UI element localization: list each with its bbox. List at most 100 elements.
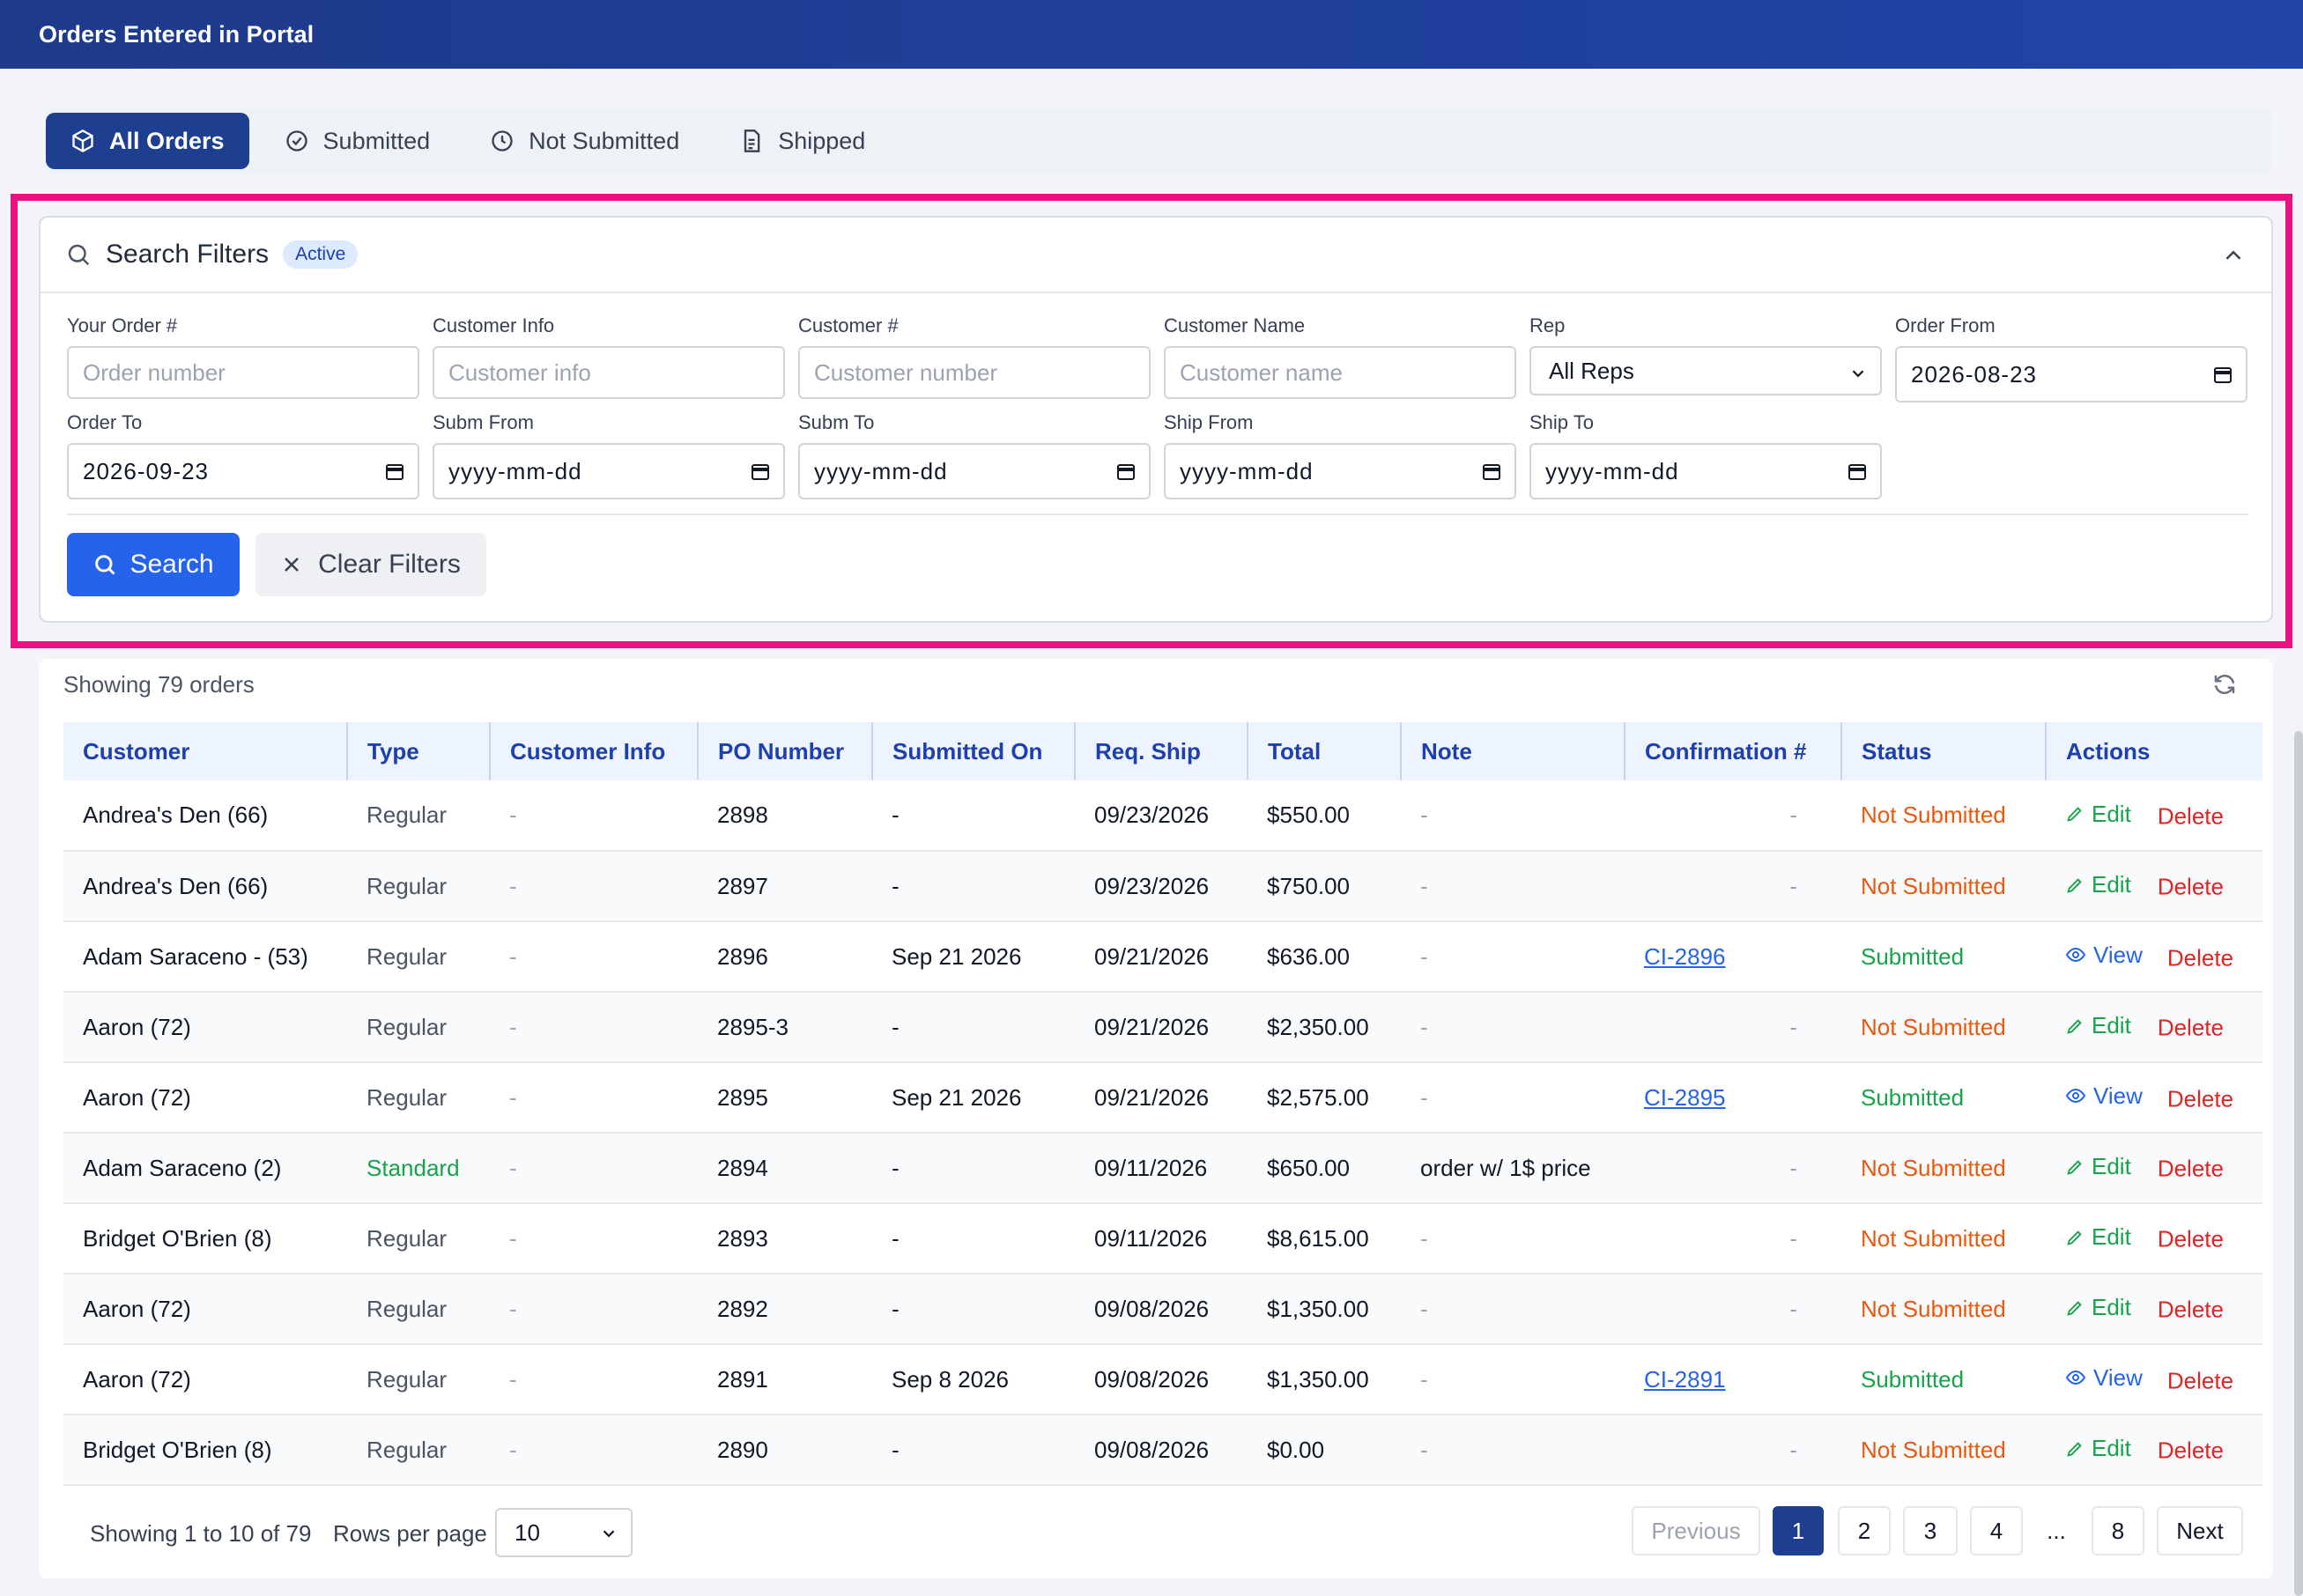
actions-cell: View Delete xyxy=(2046,921,2262,992)
status-cell: Not Submitted xyxy=(1861,872,2006,899)
delete-button[interactable]: Delete xyxy=(2157,1225,2224,1252)
req-ship-cell: 09/11/2026 xyxy=(1094,1154,1208,1181)
req-ship-cell: 09/08/2026 xyxy=(1094,1295,1210,1322)
col-total[interactable]: Total xyxy=(1248,722,1402,780)
customer-info-cell: - xyxy=(509,1013,517,1040)
next-page-button[interactable]: Next xyxy=(2157,1506,2243,1555)
col-customer-info[interactable]: Customer Info xyxy=(490,722,699,780)
submitted-on-cell: - xyxy=(892,802,900,828)
order-number-input[interactable]: Order number xyxy=(67,346,419,399)
page-button-1[interactable]: 1 xyxy=(1773,1506,1824,1555)
rep-select[interactable]: All Reps xyxy=(1529,346,1882,395)
page-button-3[interactable]: 3 xyxy=(1903,1506,1958,1555)
col-customer[interactable]: Customer xyxy=(63,722,348,780)
order-from-value: 2026-08-23 xyxy=(1911,361,2037,388)
clear-filters-button[interactable]: Clear Filters xyxy=(255,533,486,596)
delete-button[interactable]: Delete xyxy=(2157,1296,2224,1323)
page-button-8[interactable]: 8 xyxy=(2092,1506,2144,1555)
delete-button[interactable]: Delete xyxy=(2157,1014,2224,1041)
tab-all-orders[interactable]: All Orders xyxy=(46,113,249,169)
search-button[interactable]: Search xyxy=(67,533,240,596)
customer-number-input[interactable]: Customer number xyxy=(798,346,1151,399)
edit-button[interactable]: Edit xyxy=(2065,1294,2131,1321)
confirmation-link[interactable]: CI-2896 xyxy=(1644,942,1726,970)
page-button-4[interactable]: 4 xyxy=(1970,1506,2023,1555)
tab-not-submitted[interactable]: Not Submitted xyxy=(465,113,704,169)
tab-submitted[interactable]: Submitted xyxy=(260,113,455,169)
chevron-down-icon xyxy=(603,1530,615,1538)
delete-button[interactable]: Delete xyxy=(2157,873,2224,900)
document-icon xyxy=(744,129,760,152)
subm-from-date-input[interactable]: yyyy-mm-dd xyxy=(433,443,785,499)
search-icon xyxy=(95,555,115,575)
confirmation-cell: - xyxy=(1789,1154,1797,1181)
order-to-date-input[interactable]: 2026-09-23 xyxy=(67,443,419,499)
ship-from-date-input[interactable]: yyyy-mm-dd xyxy=(1164,443,1516,499)
req-ship-cell: 09/23/2026 xyxy=(1094,802,1210,828)
status-cell: Submitted xyxy=(1861,1365,1965,1393)
ship-to-date-input[interactable]: yyyy-mm-dd xyxy=(1529,443,1882,499)
edit-button[interactable]: Edit xyxy=(2065,1435,2131,1462)
pencil-icon xyxy=(2067,1442,2082,1457)
edit-button[interactable]: Edit xyxy=(2065,1153,2131,1180)
col-confirmation[interactable]: Confirmation # xyxy=(1625,722,1842,780)
customer-number-field: Customer # Customer number xyxy=(798,314,1151,399)
view-label: View xyxy=(2093,1363,2143,1391)
total-cell: $650.00 xyxy=(1267,1154,1350,1181)
delete-button[interactable]: Delete xyxy=(2157,1437,2224,1464)
col-submitted-on[interactable]: Submitted On xyxy=(872,722,1076,780)
customer-info-cell: - xyxy=(509,1083,517,1111)
col-type[interactable]: Type xyxy=(347,722,491,780)
customer-info-input[interactable]: Customer info xyxy=(433,346,785,399)
view-button[interactable]: View xyxy=(2065,1082,2143,1110)
tab-shipped[interactable]: Shipped xyxy=(715,113,890,169)
filters-title: Search Filters xyxy=(106,240,270,269)
edit-label: Edit xyxy=(2092,1153,2131,1180)
note-cell: - xyxy=(1420,1365,1428,1393)
rows-per-page-select[interactable]: 10 xyxy=(495,1508,633,1557)
view-button[interactable]: View xyxy=(2065,1364,2143,1392)
delete-button[interactable]: Delete xyxy=(2157,1155,2224,1182)
calendar-icon xyxy=(752,464,769,480)
status-cell: Not Submitted xyxy=(1861,1295,2006,1322)
field-label: Customer # xyxy=(798,314,899,336)
order-from-date-input[interactable]: 2026-08-23 xyxy=(1895,346,2247,403)
chevron-up-icon[interactable] xyxy=(2220,242,2247,269)
ship-from-field: Ship From yyyy-mm-dd xyxy=(1164,411,1516,499)
field-label: Customer Name xyxy=(1164,314,1306,336)
col-status[interactable]: Status xyxy=(1841,722,2047,780)
customer-cell: Adam Saraceno - (53) xyxy=(83,942,308,970)
filters-header[interactable]: Search Filters Active xyxy=(41,218,2271,293)
delete-button[interactable]: Delete xyxy=(2166,1367,2234,1394)
edit-button[interactable]: Edit xyxy=(2065,1012,2131,1039)
calendar-icon xyxy=(2214,367,2232,383)
refresh-icon[interactable] xyxy=(2211,671,2238,698)
subm-to-date-input[interactable]: yyyy-mm-dd xyxy=(798,443,1151,499)
col-req-ship[interactable]: Req. Ship xyxy=(1075,722,1248,780)
page-button-2[interactable]: 2 xyxy=(1838,1506,1891,1555)
scrollbar[interactable] xyxy=(2294,731,2303,1596)
customer-name-field: Customer Name Customer name xyxy=(1164,314,1516,399)
delete-button[interactable]: Delete xyxy=(2166,1085,2234,1112)
subm-from-value: yyyy-mm-dd xyxy=(448,458,582,484)
delete-button[interactable]: Delete xyxy=(2166,944,2234,972)
note-cell: - xyxy=(1420,872,1428,899)
calendar-icon xyxy=(1848,464,1866,480)
col-note[interactable]: Note xyxy=(1401,722,1625,780)
view-button[interactable]: View xyxy=(2065,942,2143,969)
confirmation-link[interactable]: CI-2895 xyxy=(1644,1083,1726,1111)
customer-name-input[interactable]: Customer name xyxy=(1164,346,1516,399)
confirmation-link[interactable]: CI-2891 xyxy=(1644,1365,1726,1393)
type-cell: Regular xyxy=(367,802,448,828)
edit-button[interactable]: Edit xyxy=(2065,871,2131,898)
rows-per-page-label: Rows per page xyxy=(333,1520,487,1547)
field-label: Order To xyxy=(67,411,143,433)
edit-button[interactable]: Edit xyxy=(2065,801,2131,828)
col-po-number[interactable]: PO Number xyxy=(698,722,873,780)
status-cell: Submitted xyxy=(1861,942,1965,970)
previous-page-button[interactable]: Previous xyxy=(1632,1506,1760,1555)
req-ship-cell: 09/23/2026 xyxy=(1094,872,1210,899)
delete-button[interactable]: Delete xyxy=(2157,802,2224,830)
req-ship-cell: 09/21/2026 xyxy=(1094,1013,1210,1040)
edit-button[interactable]: Edit xyxy=(2065,1223,2131,1251)
